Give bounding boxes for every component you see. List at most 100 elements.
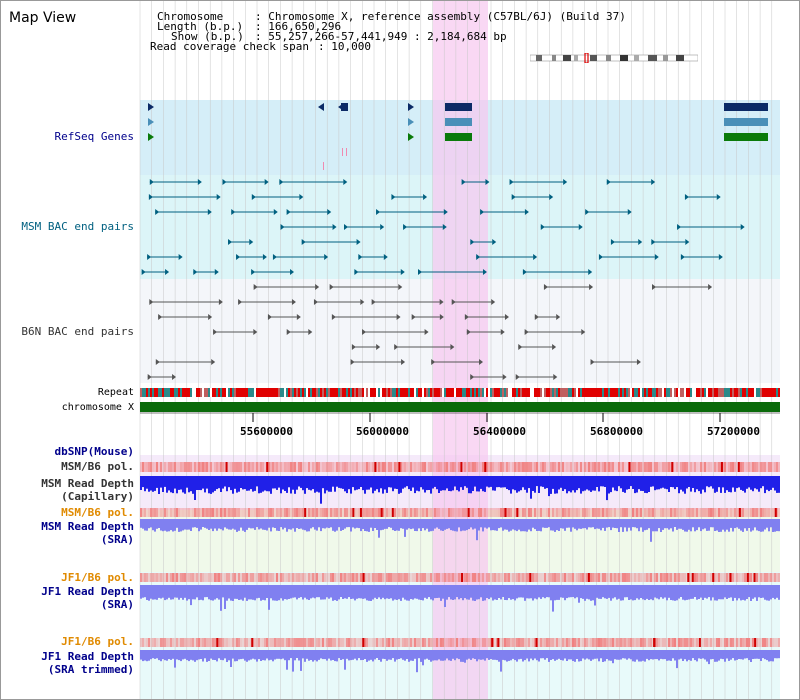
- repeat-block: [344, 388, 346, 397]
- pol-block: [660, 462, 662, 472]
- pol-block: [142, 508, 144, 517]
- repeat-block: [666, 388, 668, 397]
- repeat-block: [326, 388, 328, 397]
- pol-block: [310, 573, 312, 582]
- pol-block: [464, 638, 466, 647]
- pol-block: [662, 638, 664, 647]
- track-label-refseq: RefSeq Genes: [54, 130, 134, 143]
- pol-block: [370, 573, 372, 582]
- pol-block: [242, 573, 244, 582]
- pol-block: [188, 508, 190, 517]
- pol-block: [582, 462, 584, 472]
- bac-end-marker: [451, 299, 456, 305]
- pol-block: [348, 462, 350, 472]
- pol-block: [148, 638, 150, 647]
- repeat-block: [460, 388, 462, 397]
- pol-block: [168, 508, 170, 517]
- pol-block: [452, 638, 454, 647]
- pol-block: [736, 508, 738, 517]
- pol-block: [208, 638, 210, 647]
- gene-feature: [445, 118, 472, 126]
- pol-high: [712, 573, 715, 582]
- pol-block: [642, 508, 644, 517]
- depth-bar: [144, 519, 146, 531]
- pol-block: [158, 508, 160, 517]
- repeat-block: [694, 388, 696, 397]
- depth-bar: [546, 476, 548, 489]
- chromosome-ideogram[interactable]: [530, 53, 698, 63]
- depth-bar: [482, 476, 484, 492]
- depth-bar: [640, 519, 642, 528]
- bac-end-marker: [315, 284, 320, 290]
- depth-bar: [156, 585, 158, 600]
- pol-block: [286, 638, 288, 647]
- depth-bar: [770, 476, 772, 490]
- depth-bar: [476, 519, 478, 541]
- repeat-block: [422, 388, 424, 397]
- pol-block: [524, 462, 526, 472]
- depth-bar: [508, 650, 510, 661]
- pol-block: [232, 638, 234, 647]
- pol-block: [306, 462, 308, 472]
- repeat-block: [738, 388, 740, 397]
- depth-bar: [640, 476, 642, 491]
- repeat-block: [404, 388, 406, 397]
- pol-block: [620, 573, 622, 582]
- depth-bar: [284, 585, 286, 600]
- depth-bar: [306, 585, 308, 600]
- pol-block: [452, 508, 454, 517]
- bac-end-marker: [193, 269, 198, 275]
- pol-block: [422, 462, 424, 472]
- depth-bar: [572, 585, 574, 597]
- depth-bar: [544, 519, 546, 528]
- pol-high: [774, 508, 777, 517]
- pol-block: [432, 508, 434, 517]
- depth-bar: [458, 650, 460, 660]
- pol-block: [668, 638, 670, 647]
- repeat-block: [396, 388, 398, 397]
- pol-block: [770, 508, 772, 517]
- repeat-block: [158, 388, 160, 397]
- axis-tick-label: 56000000: [356, 425, 409, 438]
- pol-block: [204, 462, 206, 472]
- pol-block: [710, 462, 712, 472]
- pol-block: [726, 508, 728, 517]
- depth-bar: [272, 519, 274, 528]
- pol-block: [522, 462, 524, 472]
- depth-bar: [322, 519, 324, 529]
- depth-bar: [286, 585, 288, 600]
- depth-bar: [466, 585, 468, 600]
- repeat-block: [194, 388, 196, 397]
- bac-end-marker: [590, 359, 595, 365]
- depth-bar: [754, 585, 756, 598]
- depth-bar: [210, 519, 212, 529]
- depth-bar: [668, 476, 670, 492]
- pol-block: [608, 508, 610, 517]
- pol-block: [438, 462, 440, 472]
- pol-block: [748, 462, 750, 472]
- pol-block: [436, 508, 438, 517]
- pol-block: [328, 573, 330, 582]
- depth-bar: [520, 585, 522, 598]
- depth-bar: [268, 585, 270, 610]
- depth-bar: [588, 519, 590, 528]
- pol-block: [446, 508, 448, 517]
- depth-bar: [498, 476, 500, 488]
- depth-bar: [146, 476, 148, 489]
- bac-end-marker: [172, 374, 177, 380]
- depth-bar: [574, 585, 576, 599]
- depth-bar: [420, 650, 422, 662]
- pol-block: [714, 573, 716, 582]
- pol-block: [448, 462, 450, 472]
- pol-block: [242, 462, 244, 472]
- pol-block: [668, 573, 670, 582]
- track-label-repeat: Repeat: [97, 387, 134, 398]
- depth-bar: [742, 519, 744, 532]
- pol-block: [494, 573, 496, 582]
- pol-block: [268, 573, 270, 582]
- pol-block: [166, 573, 168, 582]
- depth-bar: [232, 650, 234, 659]
- pol-block: [548, 462, 550, 472]
- depth-bar: [218, 650, 220, 659]
